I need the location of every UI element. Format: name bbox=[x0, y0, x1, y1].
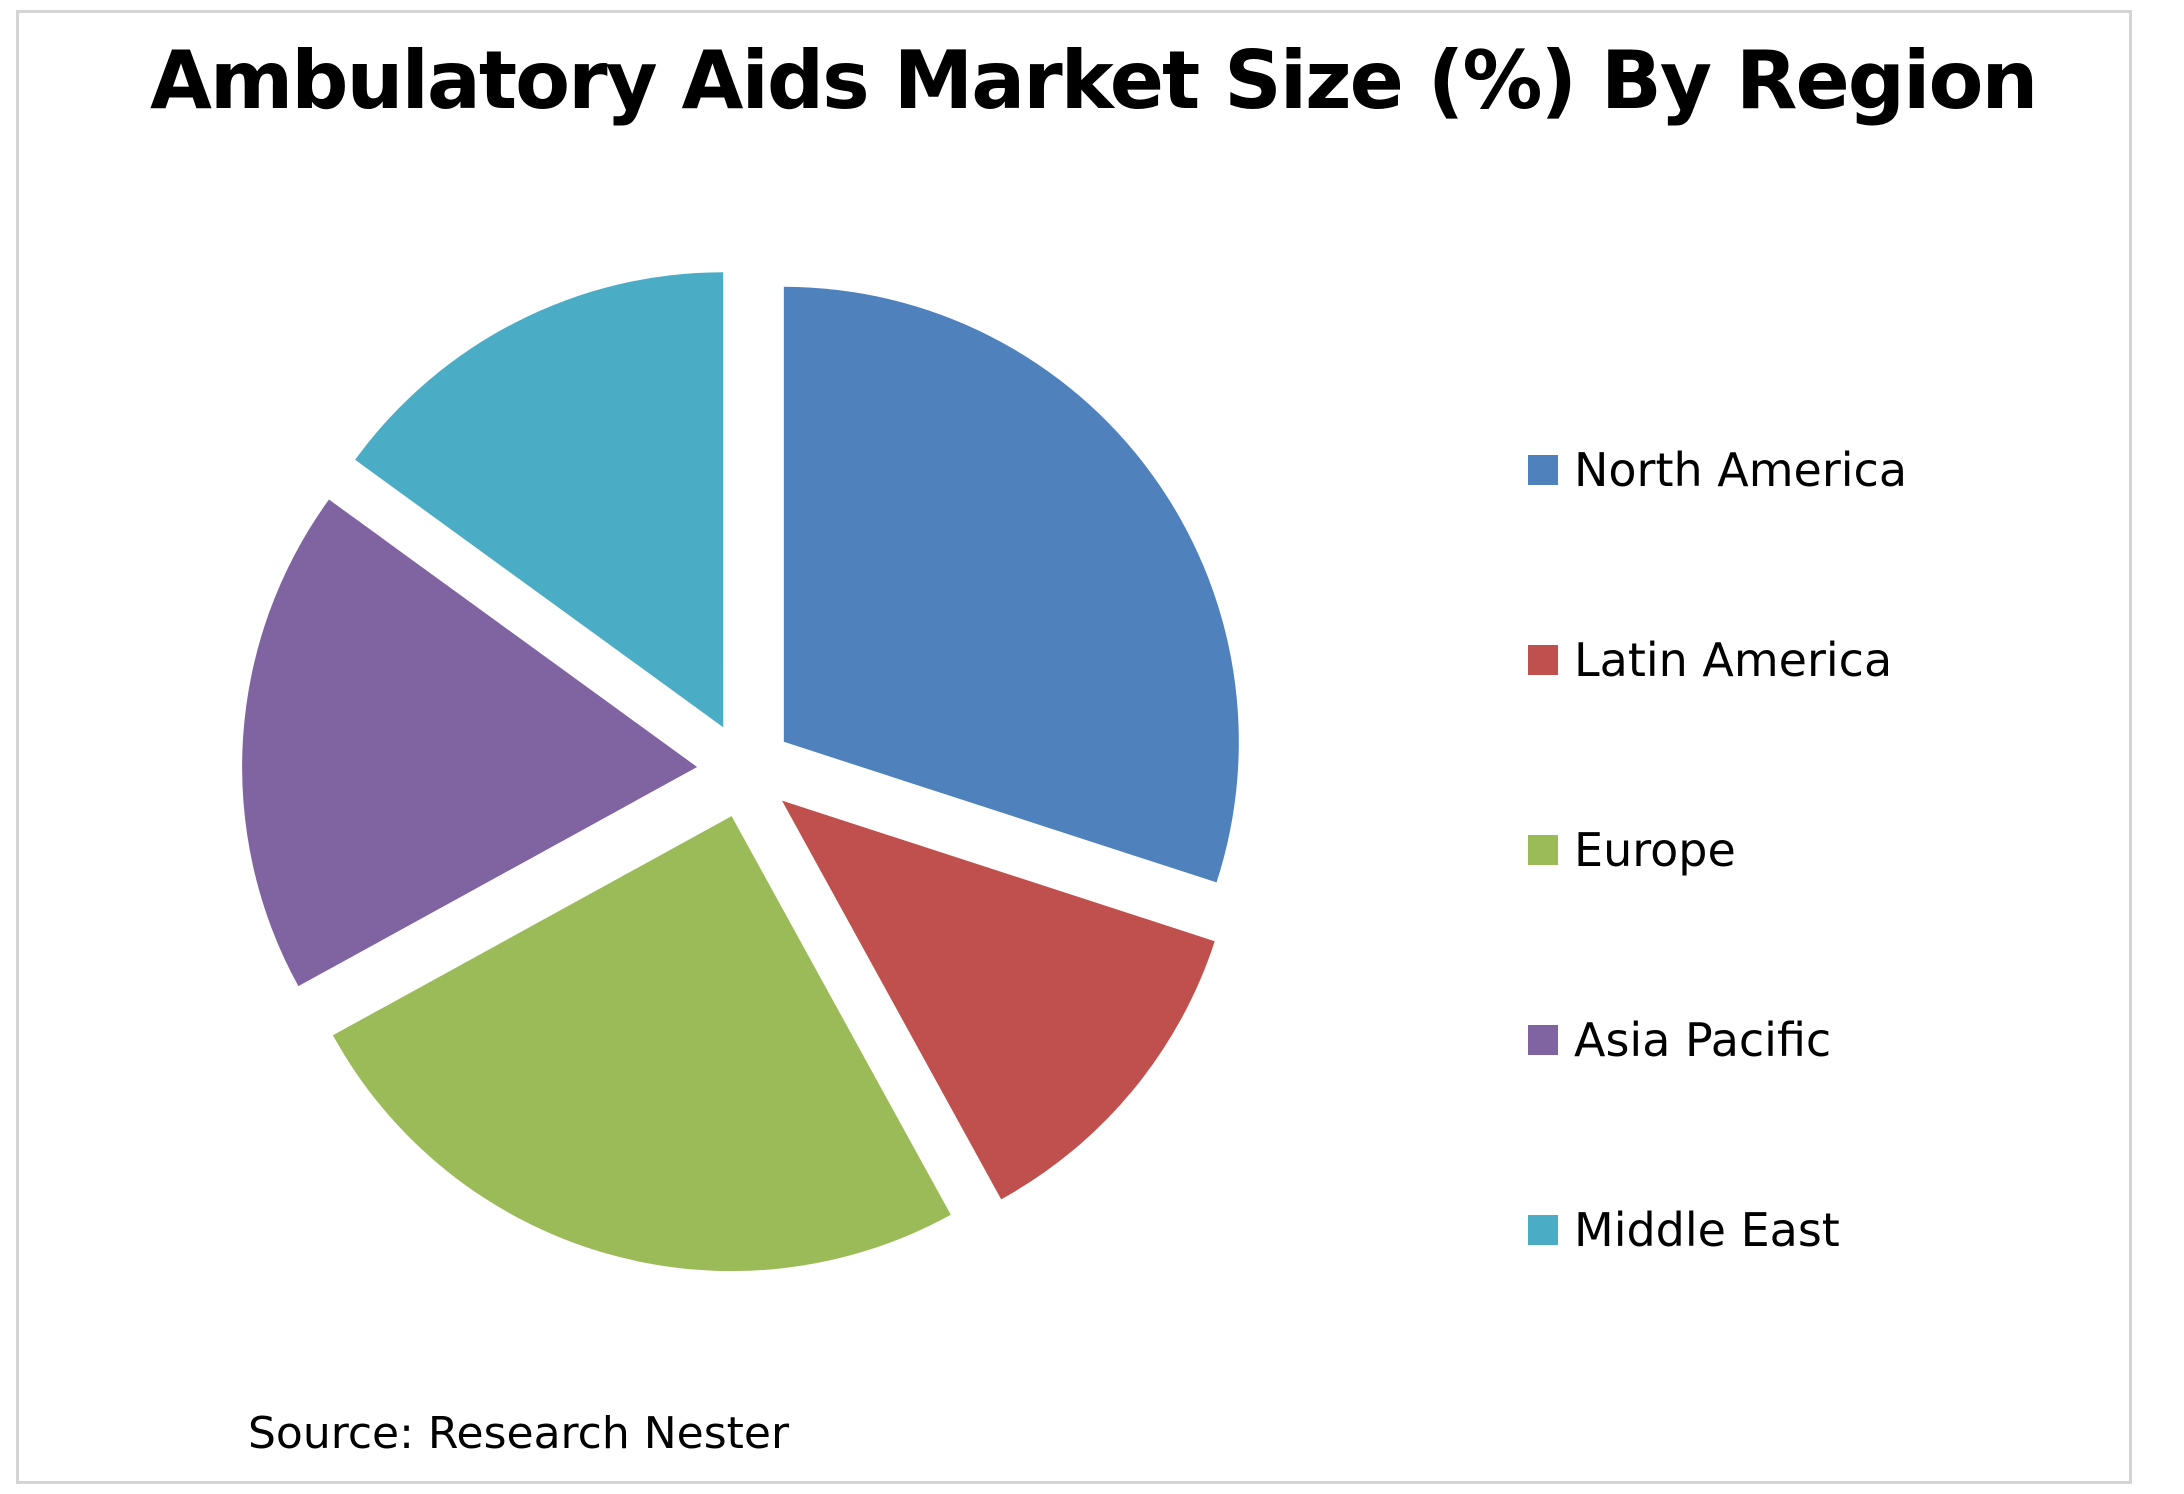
legend-item-latin-america: Latin America bbox=[1528, 630, 1892, 690]
pie-slice-asia-pacific bbox=[242, 499, 698, 987]
legend-swatch-middle-east bbox=[1528, 1215, 1558, 1245]
legend-label-europe: Europe bbox=[1574, 823, 1736, 877]
pie-slice-middle-east bbox=[355, 272, 724, 728]
pie-slice-latin-america bbox=[781, 800, 1215, 1200]
pie-slice-europe bbox=[332, 816, 951, 1272]
legend-swatch-north-america bbox=[1528, 455, 1558, 485]
chart-title: Ambulatory Aids Market Size (%) By Regio… bbox=[150, 34, 2038, 127]
legend-label-middle-east: Middle East bbox=[1574, 1203, 1840, 1257]
pie-slice-north-america bbox=[783, 286, 1239, 883]
source-note: Source: Research Nester bbox=[248, 1408, 790, 1459]
legend-swatch-asia-pacific bbox=[1528, 1025, 1558, 1055]
legend-item-middle-east: Middle East bbox=[1528, 1200, 1840, 1260]
legend-label-latin-america: Latin America bbox=[1574, 633, 1893, 687]
legend-swatch-europe bbox=[1528, 835, 1558, 865]
legend-label-asia-pacific: Asia Pacific bbox=[1574, 1013, 1832, 1067]
legend-swatch-latin-america bbox=[1528, 645, 1558, 675]
legend-item-asia-pacific: Asia Pacific bbox=[1528, 1010, 1831, 1070]
legend-item-europe: Europe bbox=[1528, 820, 1736, 880]
legend-label-north-america: North America bbox=[1574, 443, 1908, 497]
legend-item-north-america: North America bbox=[1528, 440, 1907, 500]
